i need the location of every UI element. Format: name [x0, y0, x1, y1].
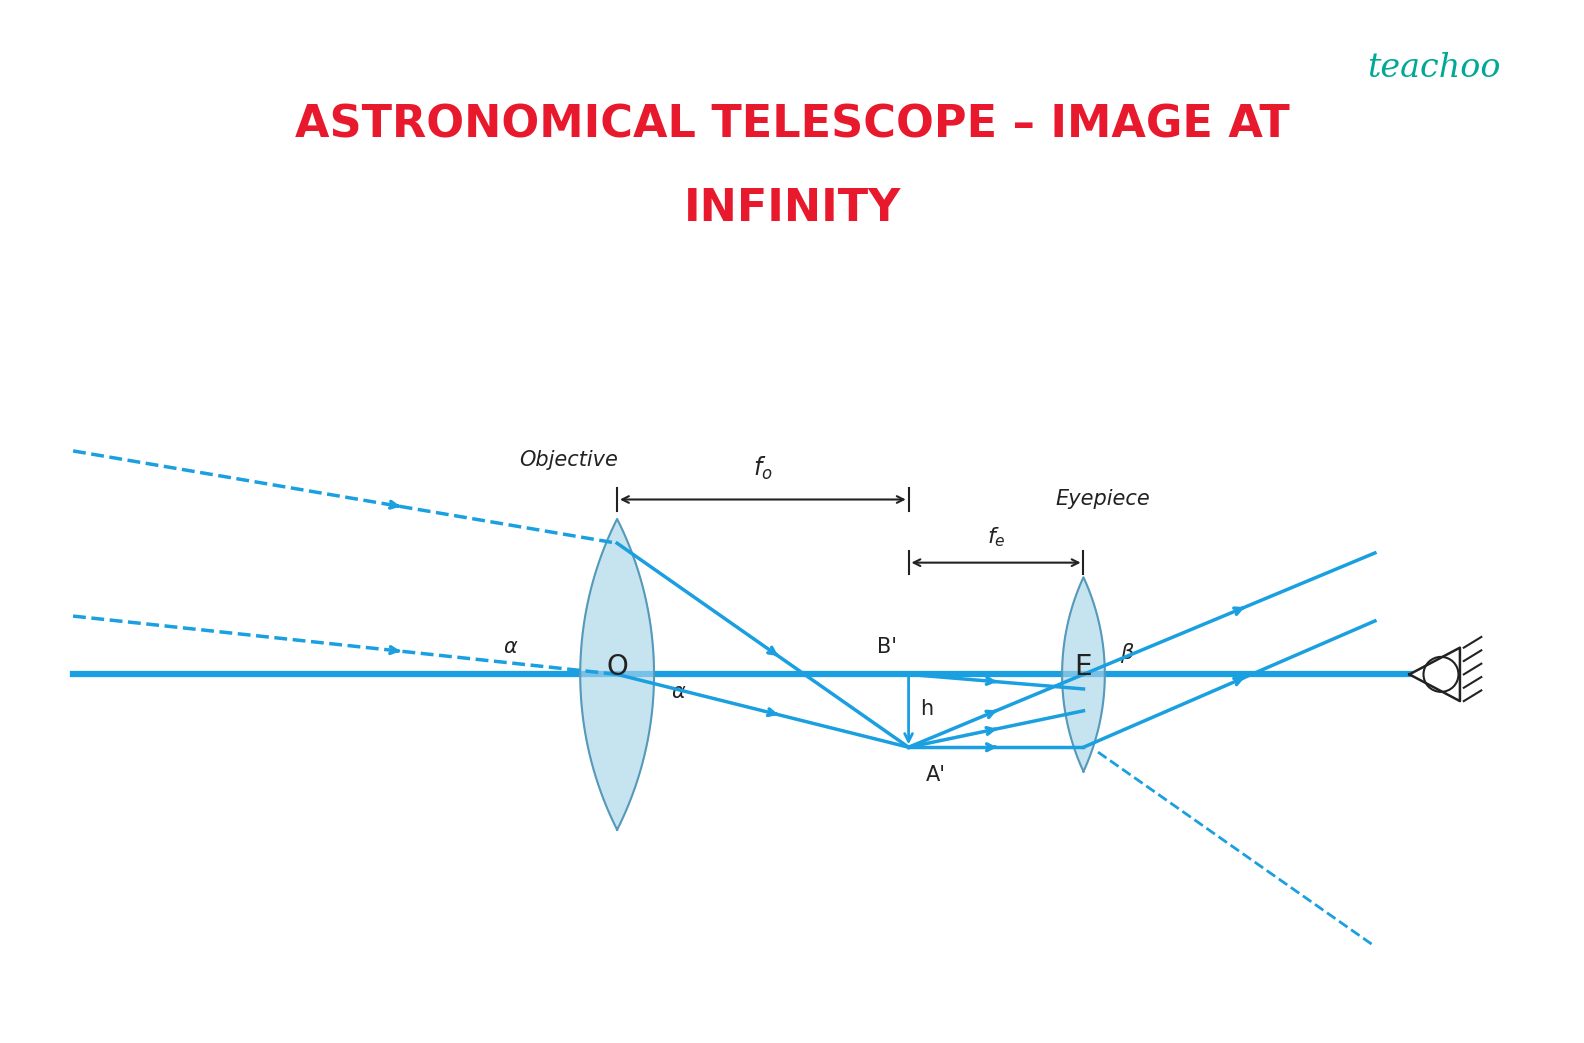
Text: $\alpha$: $\alpha$ — [502, 637, 518, 657]
Text: $\beta$: $\beta$ — [1120, 640, 1136, 664]
Text: ASTRONOMICAL TELESCOPE – IMAGE AT: ASTRONOMICAL TELESCOPE – IMAGE AT — [295, 103, 1289, 147]
Text: A': A' — [927, 765, 946, 784]
Text: INFINITY: INFINITY — [683, 187, 901, 231]
Polygon shape — [580, 519, 654, 830]
Text: E: E — [1074, 653, 1093, 681]
Polygon shape — [1063, 577, 1104, 772]
Text: h: h — [920, 699, 933, 719]
Text: $\alpha$: $\alpha$ — [670, 682, 686, 702]
Text: $f_e$: $f_e$ — [987, 526, 1006, 549]
Text: $f_o$: $f_o$ — [752, 455, 773, 482]
Text: B': B' — [878, 637, 897, 657]
Polygon shape — [1410, 648, 1460, 701]
Text: Eyepiece: Eyepiece — [1055, 489, 1150, 509]
Text: Objective: Objective — [520, 451, 618, 470]
Text: teachoo: teachoo — [1367, 52, 1500, 83]
Text: O: O — [607, 653, 627, 681]
